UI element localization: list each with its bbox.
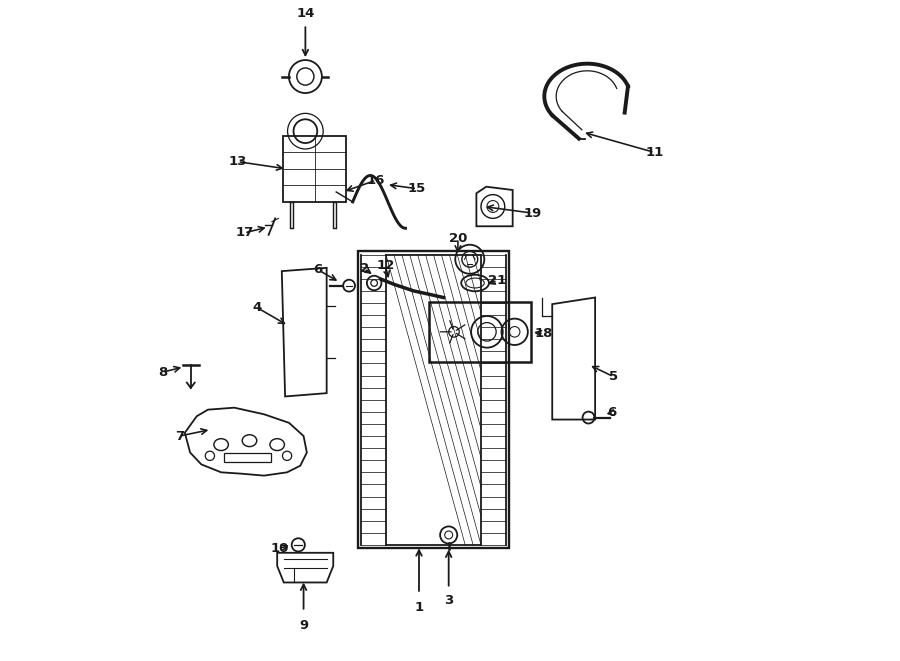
Text: 16: 16 xyxy=(367,174,385,186)
Text: 19: 19 xyxy=(523,207,542,219)
Text: 11: 11 xyxy=(645,146,663,159)
Text: 21: 21 xyxy=(489,274,507,287)
Text: 1: 1 xyxy=(414,601,424,614)
Text: 10: 10 xyxy=(271,541,289,555)
Text: 14: 14 xyxy=(296,7,315,20)
Text: 9: 9 xyxy=(299,619,308,632)
Text: 13: 13 xyxy=(229,155,247,168)
Text: 2: 2 xyxy=(360,262,369,275)
Text: 3: 3 xyxy=(444,594,454,607)
Text: 4: 4 xyxy=(252,301,261,314)
Text: 8: 8 xyxy=(158,366,167,379)
Text: 6: 6 xyxy=(313,263,323,276)
Text: 17: 17 xyxy=(235,226,253,239)
Text: 12: 12 xyxy=(376,259,394,272)
Text: 5: 5 xyxy=(609,370,618,383)
Text: 18: 18 xyxy=(535,327,553,340)
Text: 6: 6 xyxy=(607,407,616,420)
Text: 20: 20 xyxy=(449,231,467,245)
Text: 15: 15 xyxy=(408,182,426,195)
Text: 7: 7 xyxy=(175,430,184,442)
